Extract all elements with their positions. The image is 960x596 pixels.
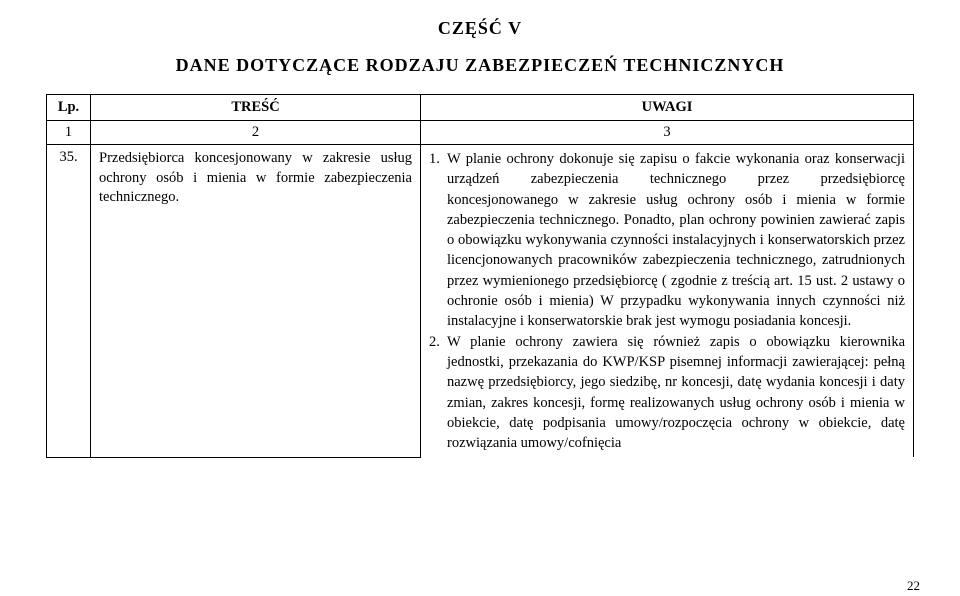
cell-lp: 35.	[47, 145, 91, 458]
uwagi-item-1-text: W planie ochrony dokonuje się zapisu o f…	[447, 149, 905, 332]
heading-part: CZĘŚĆ V	[46, 18, 914, 39]
col-header-tresc: TREŚĆ	[91, 95, 421, 121]
uwagi-item-2-number: 2.	[429, 332, 447, 454]
col-header-uwagi: UWAGI	[421, 95, 914, 121]
table-header-row: Lp. TREŚĆ UWAGI	[47, 95, 914, 121]
colnum-3: 3	[421, 121, 914, 145]
col-header-lp: Lp.	[47, 95, 91, 121]
doc-table: Lp. TREŚĆ UWAGI 1 2 3 35. Przedsiębiorca…	[46, 94, 914, 458]
page-number: 22	[907, 578, 920, 594]
cell-uwagi: 1. W planie ochrony dokonuje się zapisu …	[421, 145, 914, 458]
cell-tresc: Przedsiębiorca koncesjonowany w zakresie…	[91, 145, 421, 458]
table-row: 35. Przedsiębiorca koncesjonowany w zakr…	[47, 145, 914, 458]
colnum-1: 1	[47, 121, 91, 145]
uwagi-item-2-text: W planie ochrony zawiera się również zap…	[447, 332, 905, 454]
table-numbering-row: 1 2 3	[47, 121, 914, 145]
heading-title: DANE DOTYCZĄCE RODZAJU ZABEZPIECZEŃ TECH…	[46, 55, 914, 76]
uwagi-item-1-number: 1.	[429, 149, 447, 332]
uwagi-item-1: 1. W planie ochrony dokonuje się zapisu …	[429, 149, 905, 332]
uwagi-item-2: 2. W planie ochrony zawiera się również …	[429, 332, 905, 454]
colnum-2: 2	[91, 121, 421, 145]
